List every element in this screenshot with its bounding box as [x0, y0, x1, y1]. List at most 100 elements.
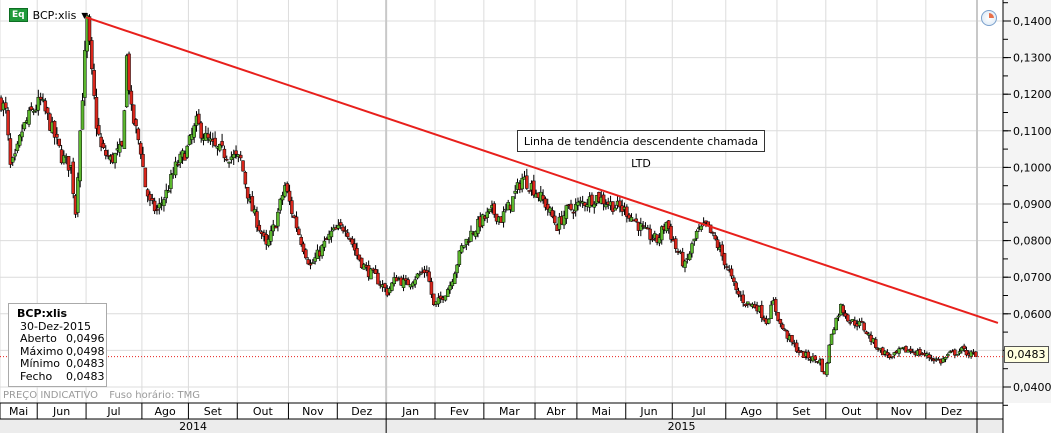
candle-body [122, 110, 127, 149]
candle-body [269, 230, 273, 242]
y-tick-label: 0,1000 [1013, 161, 1051, 174]
candle-body [825, 362, 829, 376]
symbol-selector[interactable]: Eq BCP:xlis ▼ [9, 8, 87, 22]
candle-body [943, 357, 948, 360]
candle-body [55, 133, 59, 138]
candle-body [76, 177, 80, 213]
candle-body [592, 203, 597, 208]
candle-body [459, 245, 464, 253]
candle-body [462, 245, 466, 248]
candle-body [83, 50, 87, 98]
price-axis-background [1003, 0, 1051, 433]
candle-body [250, 196, 255, 212]
candle-body [813, 355, 818, 360]
candle-body [304, 249, 308, 259]
candle-body [957, 351, 962, 354]
candle-body [694, 231, 699, 239]
candle-body [525, 175, 529, 189]
candle-body [699, 225, 704, 230]
candle-body [99, 136, 103, 148]
candle-body [783, 329, 787, 331]
candle-body [918, 348, 922, 356]
x-tick-label: Dez [351, 405, 372, 418]
candle-body [543, 198, 548, 208]
x-tick-label: Jun [639, 405, 657, 418]
candle-body [415, 273, 420, 279]
candle-body [487, 208, 492, 213]
candle-body [36, 97, 41, 111]
candle-body [648, 228, 652, 240]
candle-body [953, 349, 957, 356]
candle-body [429, 281, 434, 295]
y-tick-label: 0,1400 [1013, 15, 1051, 28]
candle-body [941, 358, 945, 363]
candle-body [406, 279, 410, 286]
candle-body [773, 299, 778, 312]
candle-body [166, 190, 171, 193]
candle-body [41, 99, 45, 101]
candle-body [276, 211, 280, 227]
candle-body [350, 238, 355, 245]
candle-body [634, 218, 638, 222]
legend-row-high: Máximo 0,0498 [9, 344, 106, 359]
candle-body [732, 277, 736, 282]
candle-body [352, 243, 357, 251]
candle-body [273, 226, 278, 229]
candle-body [846, 314, 850, 322]
legend-value: 0,0498 [66, 344, 105, 358]
candle-body [969, 351, 973, 357]
candle-body [853, 320, 857, 326]
candle-body [197, 113, 201, 125]
x-tick-label: Nov [891, 405, 913, 418]
candle-body [776, 312, 780, 321]
legend-label: Aberto [20, 332, 57, 345]
candle-body [569, 203, 573, 210]
candle-body [17, 135, 22, 146]
candle-body [255, 211, 259, 228]
symbol-name: BCP:xlis [32, 8, 77, 22]
timezone-note: Fuso horário: TMG [109, 390, 201, 401]
candle-body [238, 154, 243, 159]
candle-body [22, 122, 27, 130]
candle-body [10, 157, 15, 163]
x-tick-label: Mar [499, 405, 520, 418]
caret-down-icon[interactable]: ▼ [81, 10, 88, 20]
candle-body [213, 137, 217, 146]
candle-body [848, 322, 852, 324]
x-tick-label: Set [792, 405, 811, 418]
candle-body [152, 200, 157, 212]
candle-body [613, 207, 617, 211]
candle-body [473, 231, 478, 237]
candle-body [322, 240, 327, 248]
trendline [85, 16, 999, 324]
candle-body [734, 282, 738, 291]
candle-body [231, 154, 236, 158]
candle-body [280, 195, 285, 201]
legend-value: 0,0496 [66, 332, 105, 345]
candle-body [80, 100, 85, 130]
candle-body [873, 339, 878, 348]
candle-body [690, 243, 694, 254]
candle-body [646, 227, 650, 230]
candle-body [469, 230, 473, 242]
candle-body [513, 190, 517, 194]
candle-body [457, 250, 462, 265]
candle-body [141, 154, 145, 167]
candle-body [234, 150, 238, 155]
candle-body [301, 243, 306, 252]
candle-body [857, 320, 862, 326]
candle-body [413, 279, 417, 285]
candle-body [583, 202, 587, 207]
candle-body [297, 228, 301, 235]
legend-symbol: BCP:xlis [17, 307, 68, 320]
clock-icon[interactable] [981, 10, 997, 26]
candle-body [736, 290, 741, 295]
candle-body [820, 358, 824, 372]
candle-body [401, 279, 406, 288]
x-tick-label: Nov [302, 405, 324, 418]
candle-body [45, 107, 50, 114]
candle-body [62, 155, 66, 164]
candle-body [708, 224, 713, 233]
candle-body [892, 352, 897, 356]
